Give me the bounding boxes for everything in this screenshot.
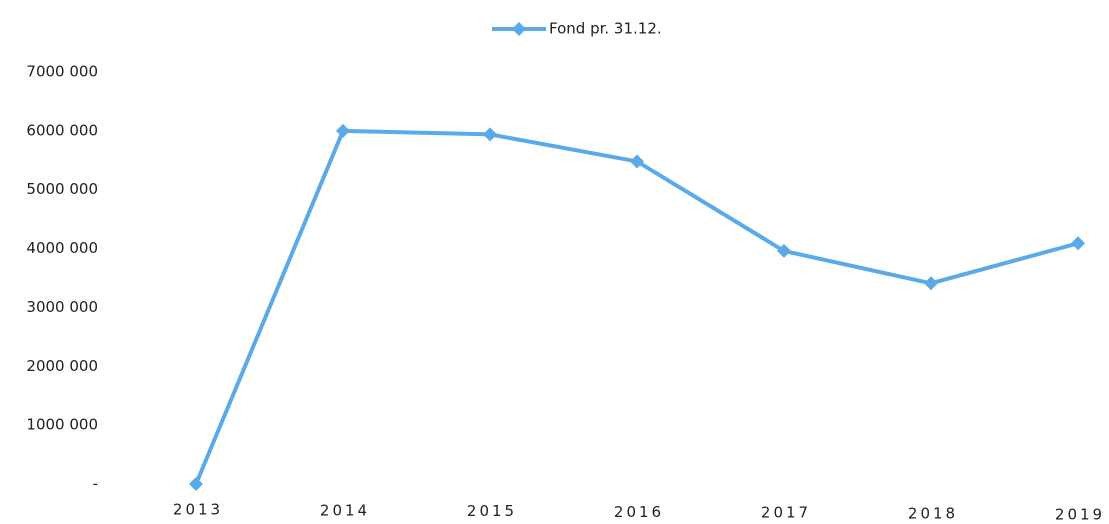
x-tick-label: 2016 bbox=[614, 503, 664, 521]
point-marker bbox=[1071, 236, 1085, 251]
y-tick-label: - bbox=[93, 475, 98, 493]
legend-label: Fond pr. 31.12. bbox=[549, 20, 662, 38]
x-tick-label: 2018 bbox=[908, 505, 958, 523]
point-marker bbox=[189, 477, 203, 491]
y-tick-label: 6000 000 bbox=[26, 121, 98, 139]
point-marker bbox=[924, 276, 938, 291]
legend-marker bbox=[512, 22, 526, 36]
point-marker bbox=[336, 123, 350, 138]
x-tick-label: 2017 bbox=[761, 504, 811, 522]
x-tick-label: 2019 bbox=[1055, 505, 1105, 523]
x-tick-label: 2013 bbox=[173, 501, 223, 519]
y-tick-label: 1000 000 bbox=[26, 416, 98, 434]
point-marker bbox=[777, 243, 791, 258]
y-tick-label: 5000 000 bbox=[26, 180, 98, 198]
series-line bbox=[194, 128, 1079, 485]
y-tick-label: 3000 000 bbox=[26, 298, 98, 316]
x-tick-label: 2015 bbox=[467, 502, 517, 520]
y-tick-label: 4000 000 bbox=[26, 239, 98, 257]
point-marker bbox=[630, 154, 644, 169]
y-tick-label: 2000 000 bbox=[26, 357, 98, 375]
y-tick-label: 7000 000 bbox=[26, 63, 98, 81]
point-marker bbox=[483, 127, 497, 142]
x-tick-label: 2014 bbox=[320, 501, 370, 519]
